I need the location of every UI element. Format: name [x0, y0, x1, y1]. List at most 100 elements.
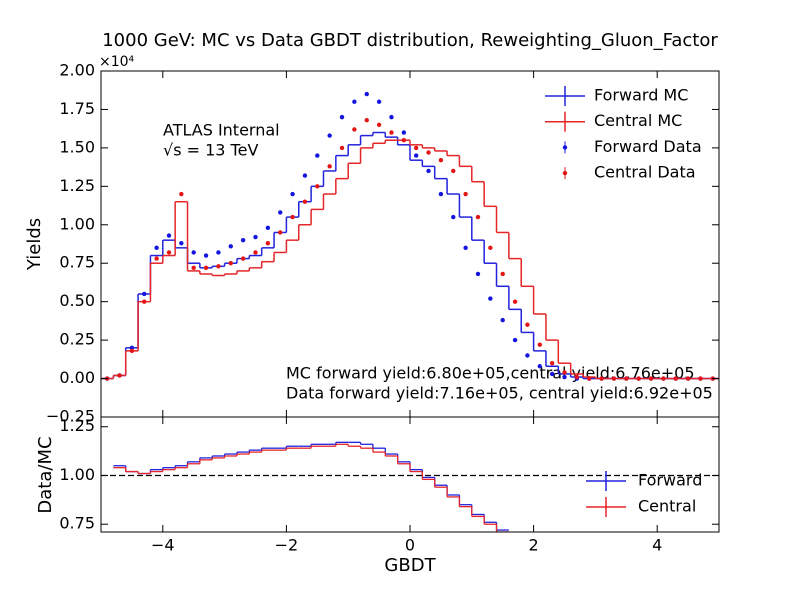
data-point	[698, 376, 703, 381]
data-point	[315, 153, 320, 158]
data-point	[179, 241, 184, 246]
legend-label: Forward MC	[594, 86, 688, 105]
data-point	[352, 99, 357, 104]
x-tick-label: 0	[405, 536, 415, 555]
data-point	[228, 244, 233, 249]
y-tick-label: 1.25	[59, 416, 95, 435]
data-point	[512, 337, 518, 343]
data-point	[413, 153, 419, 158]
data-point	[253, 234, 258, 240]
data-point	[463, 245, 468, 251]
data-point	[549, 360, 555, 366]
data-point	[117, 373, 122, 378]
data-point	[376, 122, 382, 128]
data-point	[475, 214, 481, 220]
data-point	[240, 256, 246, 261]
y-axis-label: Yields	[24, 218, 45, 271]
legend-label: Central Data	[594, 163, 696, 182]
data-point	[191, 250, 196, 255]
data-point	[451, 168, 456, 174]
chart-title: 1000 GeV: MC vs Data GBDT distribution, …	[102, 30, 718, 51]
y-tick-label: 0.50	[59, 291, 95, 310]
data-point	[426, 168, 431, 174]
annotation: √s = 13 TeV	[163, 141, 258, 160]
data-point	[253, 250, 258, 255]
data-point	[636, 376, 641, 381]
data-point	[290, 214, 295, 220]
data-point	[537, 364, 542, 369]
data-point	[278, 210, 283, 215]
data-point	[648, 376, 654, 381]
legend-label: Forward	[638, 471, 702, 490]
y-tick-label: −0.25	[46, 407, 95, 426]
legend-label: Central MC	[594, 111, 682, 130]
data-point	[179, 191, 184, 197]
data-point	[203, 265, 209, 271]
data-point	[142, 291, 147, 297]
annotation: ATLAS Internal	[163, 121, 280, 140]
data-point	[562, 374, 567, 380]
plot-area	[101, 91, 719, 381]
data-point	[154, 256, 159, 261]
data-point	[315, 184, 320, 189]
data-point	[216, 264, 221, 269]
y-tick-label: 0.75	[59, 514, 95, 533]
data-point	[488, 296, 493, 301]
data-point	[438, 157, 444, 163]
data-point	[537, 342, 542, 347]
data-point	[129, 348, 135, 354]
data-point	[265, 225, 271, 231]
data-point	[352, 127, 357, 132]
offset-label: ×10⁴	[99, 54, 135, 70]
data-point	[327, 164, 332, 169]
data-point	[389, 114, 394, 120]
data-point	[142, 299, 147, 304]
y-tick-label: 1.50	[59, 137, 95, 156]
x-tick-label: −2	[275, 536, 299, 555]
data-point	[376, 99, 382, 104]
axes-frame	[100, 416, 720, 533]
y-tick-label: 0.00	[59, 368, 95, 387]
step-riser	[125, 444, 498, 532]
y-tick-label: 0.25	[59, 330, 95, 349]
data-point	[413, 145, 419, 151]
step-riser	[112, 140, 597, 379]
data-point	[154, 245, 159, 251]
data-point	[438, 191, 444, 197]
y-tick-label: 1.00	[59, 214, 95, 233]
data-point	[512, 299, 518, 304]
data-point	[401, 138, 407, 143]
data-point	[475, 271, 481, 277]
data-point	[302, 199, 308, 204]
data-point	[302, 173, 308, 178]
data-point	[327, 133, 332, 138]
data-point	[364, 91, 369, 97]
data-point	[240, 237, 246, 243]
data-point	[685, 376, 691, 381]
data-point	[278, 230, 283, 235]
plot-area	[101, 441, 719, 532]
y-tick-label: 2.00	[59, 61, 95, 80]
data-point	[574, 374, 580, 380]
y-tick-label: 1.25	[59, 176, 95, 195]
y-tick-label: 1.75	[59, 99, 95, 118]
data-point	[463, 191, 468, 197]
data-point	[611, 376, 617, 381]
data-point	[203, 253, 209, 258]
data-point	[339, 114, 345, 120]
data-point	[451, 214, 456, 220]
data-point	[166, 250, 172, 255]
data-point	[549, 371, 555, 377]
data-point	[364, 118, 369, 123]
annotation: MC forward yield:6.80e+05,central yield:…	[286, 364, 695, 383]
data-point	[265, 241, 271, 246]
data-point	[599, 376, 604, 381]
y-tick-label: 0.75	[59, 253, 95, 272]
data-point	[228, 261, 233, 266]
step-riser	[125, 442, 498, 531]
data-point	[624, 376, 629, 381]
data-point	[587, 376, 592, 381]
data-point	[401, 130, 407, 135]
x-tick-label: −4	[151, 536, 175, 555]
